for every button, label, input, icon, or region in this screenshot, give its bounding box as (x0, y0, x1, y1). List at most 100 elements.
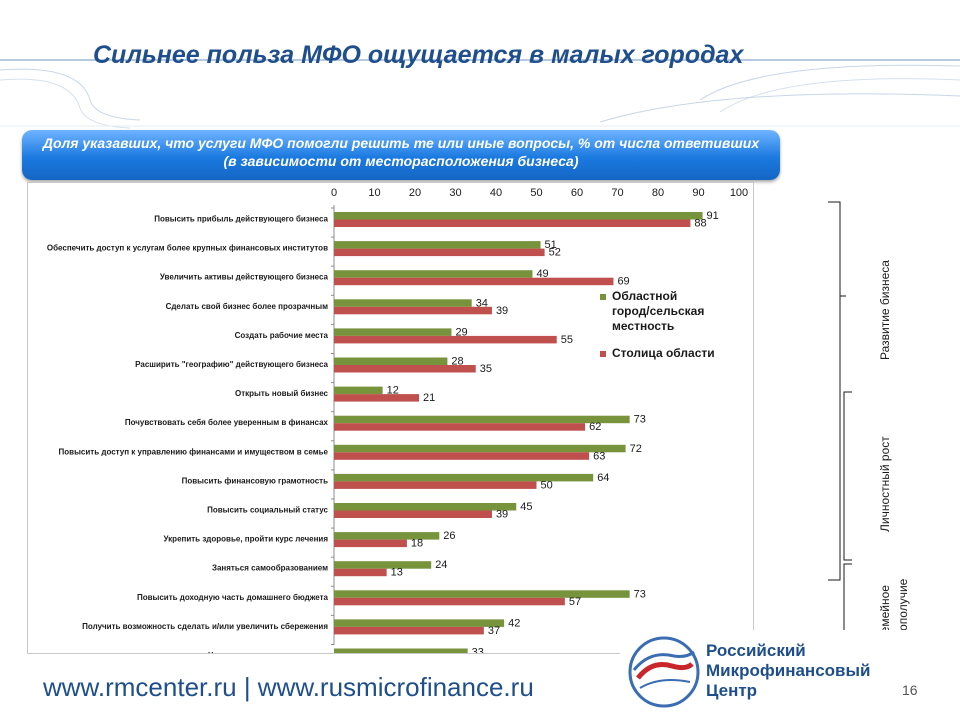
bar-capital (334, 306, 492, 315)
data-label: 49 (536, 268, 548, 280)
category-label: Сделать свой бизнес более прозрачным (166, 302, 329, 311)
x-tick-label: 20 (409, 187, 421, 199)
x-tick-label: 70 (611, 187, 623, 199)
category-label: Увеличить активы действующего бизнеса (160, 273, 329, 282)
legend-label: местность (612, 319, 674, 333)
data-label: 42 (508, 617, 520, 629)
data-label: 35 (480, 363, 492, 375)
legend-swatch-capital (600, 351, 606, 357)
group-label-business: Развитие бизнеса (878, 260, 892, 360)
bar-regional (334, 532, 440, 540)
x-tick-label: 100 (730, 187, 748, 199)
category-label: Укрепить здоровье, пройти курс лечения (164, 535, 329, 544)
bar-capital (334, 277, 614, 286)
chart-subtitle-banner: Доля указавших, что услуги МФО помогли р… (22, 130, 780, 180)
data-label: 37 (488, 625, 500, 637)
x-tick-label: 90 (692, 187, 704, 199)
page-number: 16 (902, 682, 918, 698)
data-label: 72 (630, 443, 642, 455)
bar-regional (334, 648, 468, 653)
data-label: 63 (593, 450, 605, 462)
data-label: 21 (423, 392, 435, 404)
data-label: 52 (549, 247, 561, 259)
bar-regional (334, 590, 630, 598)
legend-label: Столица области (612, 346, 715, 360)
bar-regional (334, 241, 541, 249)
x-tick-label: 50 (530, 187, 542, 199)
bar-capital (334, 539, 407, 548)
rmc-logo: Российский Микрофинансовый Центр (620, 630, 920, 714)
data-label: 33 (472, 647, 484, 654)
x-tick-label: 10 (368, 187, 380, 199)
logo-text-1: Российский (706, 641, 806, 660)
bar-capital (334, 248, 545, 257)
category-label: Расширить "географию" действующего бизне… (135, 360, 328, 369)
legend-label: Областной (612, 289, 677, 303)
bar-capital (334, 423, 586, 431)
bar-regional (334, 386, 383, 395)
category-label: Повысить финансовую грамотность (182, 476, 328, 485)
category-label: Открыть новый бизнес (235, 389, 329, 398)
bar-regional (334, 212, 703, 220)
bar-regional (334, 270, 533, 278)
data-label: 62 (589, 421, 601, 433)
category-label: Обеспечить доступ к услугам более крупны… (47, 244, 328, 253)
data-label: 39 (496, 509, 508, 521)
chart-area: 0 10 20 30 40 50 60 70 80 90 100 Повысить прибыль д… (27, 182, 754, 654)
x-tick-label: 0 (331, 187, 337, 199)
slide-title: Сильнее польза МФО ощущается в малых гор… (93, 41, 744, 69)
data-label: 55 (561, 334, 573, 346)
category-label: Заняться самообразованием (212, 564, 328, 573)
subtitle-line-1: Доля указавших, что услуги МФО помогли р… (42, 135, 760, 151)
x-tick-label: 80 (652, 187, 664, 199)
category-label: Улучшить жилищные условия (208, 651, 328, 653)
bar-regional (334, 619, 505, 627)
category-label: Почувствовать себя более уверенным в фин… (125, 418, 329, 427)
bar-chart: 0 10 20 30 40 50 60 70 80 90 100 Повысить прибыль д… (47, 187, 748, 654)
data-label: 64 (597, 472, 609, 484)
bar-capital (334, 626, 484, 635)
footer-url[interactable]: www.rmcenter.ru | www.rusmicrofinance.ru (43, 672, 534, 702)
bar-regional (334, 357, 448, 365)
category-label: Повысить социальный статус (207, 506, 328, 515)
data-label: 51 (545, 239, 557, 251)
data-label: 91 (707, 210, 719, 222)
category-label: Получить возможность сделать и/или увели… (82, 622, 328, 631)
bar-regional (334, 473, 594, 482)
data-label: 45 (520, 501, 532, 513)
bar-capital (334, 394, 420, 402)
legend-label: город/сельская (612, 304, 704, 318)
bar-capital (334, 568, 387, 577)
data-label: 18 (411, 538, 423, 550)
bar-capital (334, 597, 565, 606)
bar-regional (334, 299, 472, 307)
logo-text-2: Микрофинансовый (706, 661, 870, 680)
data-label: 88 (694, 218, 706, 230)
category-label: Повысить доходную часть домашнего бюджет… (137, 593, 329, 602)
x-tick-label: 60 (571, 187, 583, 199)
data-label: 50 (541, 479, 553, 491)
data-label: 13 (391, 567, 403, 579)
data-label: 69 (617, 276, 629, 288)
bar-capital (334, 510, 492, 518)
legend-swatch-regional (600, 294, 606, 300)
subtitle-line-2: (в зависимости от месторасположения бизн… (223, 153, 579, 169)
data-label: 12 (387, 385, 399, 397)
data-label: 57 (569, 596, 581, 608)
data-label: 24 (435, 559, 447, 571)
data-label: 73 (634, 414, 646, 426)
bar-capital (334, 452, 590, 460)
category-label: Повысить прибыль действующего бизнеса (154, 215, 328, 224)
category-label: Повысить доступ к управлению финансами и… (59, 447, 329, 456)
data-label: 34 (476, 297, 488, 309)
category-label: Создать рабочие места (235, 331, 329, 340)
data-label: 26 (443, 530, 455, 542)
data-label: 39 (496, 305, 508, 317)
group-label-personal: Личностный рост (878, 436, 892, 532)
x-tick-label: 40 (490, 187, 502, 199)
logo-text-3: Центр (706, 681, 757, 700)
bar-capital (334, 335, 557, 344)
bar-capital (334, 481, 537, 489)
x-tick-label: 30 (449, 187, 461, 199)
header-decoration (0, 59, 960, 129)
